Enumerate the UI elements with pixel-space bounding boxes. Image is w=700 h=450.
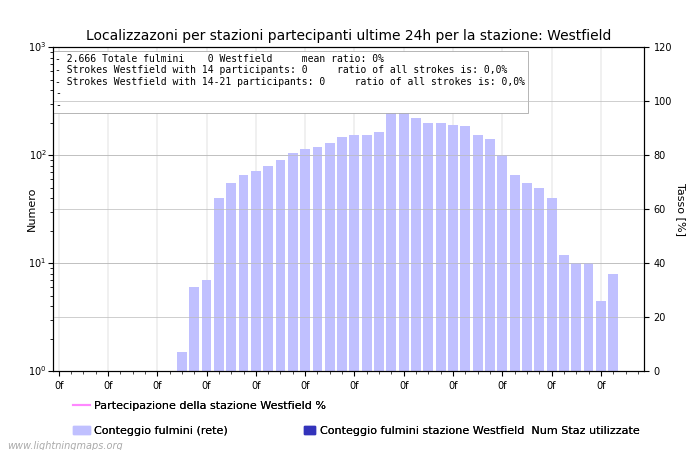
Bar — [424, 123, 433, 450]
Bar — [91, 371, 101, 450]
Bar — [362, 135, 372, 450]
Bar — [633, 371, 643, 450]
Bar — [374, 132, 384, 450]
Bar — [621, 371, 631, 450]
Bar — [239, 176, 248, 450]
Bar — [399, 104, 409, 450]
Title: Localizzazoni per stazioni partecipanti ultime 24h per la stazione: Westfield: Localizzazoni per stazioni partecipanti … — [85, 29, 611, 43]
Legend: Partecipazione della stazione Westfield %: Partecipazione della stazione Westfield … — [69, 396, 330, 415]
Bar — [214, 198, 224, 450]
Bar — [300, 148, 310, 450]
Bar — [202, 280, 211, 450]
Bar — [251, 171, 261, 450]
Bar — [596, 301, 605, 450]
Bar — [485, 140, 495, 450]
Bar — [473, 135, 482, 450]
Bar — [559, 255, 569, 450]
Bar — [461, 126, 470, 450]
Bar — [498, 155, 508, 450]
Bar — [66, 371, 76, 450]
Bar — [411, 118, 421, 450]
Bar — [263, 166, 273, 450]
Bar — [103, 371, 113, 450]
Bar — [547, 198, 556, 450]
Bar — [534, 188, 544, 450]
Bar — [608, 274, 618, 450]
Y-axis label: Numero: Numero — [27, 187, 37, 231]
Bar — [78, 371, 88, 450]
Bar — [116, 371, 125, 450]
Bar — [153, 371, 162, 450]
Bar — [288, 153, 298, 450]
Text: www.lightningmaps.org: www.lightningmaps.org — [7, 441, 122, 450]
Text: - 2.666 Totale fulmini    0 Westfield     mean ratio: 0%
- Strokes Westfield wit: - 2.666 Totale fulmini 0 Westfield mean … — [55, 54, 526, 110]
Bar — [140, 371, 150, 450]
Bar — [164, 371, 174, 450]
Bar — [325, 143, 335, 450]
Bar — [571, 263, 581, 450]
Bar — [189, 287, 199, 450]
Y-axis label: Tasso [%]: Tasso [%] — [676, 183, 686, 236]
Bar — [177, 352, 187, 450]
Bar — [584, 263, 594, 450]
Bar — [386, 102, 396, 450]
Text: $10^2$: $10^2$ — [29, 148, 47, 162]
Bar — [522, 183, 532, 450]
Bar — [226, 183, 236, 450]
Legend: Conteggio fulmini stazione Westfield  Num Staz utilizzate: Conteggio fulmini stazione Westfield Num… — [300, 421, 644, 440]
Bar — [448, 125, 458, 450]
Bar — [349, 135, 359, 450]
Text: $10^3$: $10^3$ — [28, 40, 47, 54]
Bar — [276, 160, 286, 450]
Text: $10^1$: $10^1$ — [29, 256, 47, 270]
Bar — [337, 137, 347, 450]
Bar — [312, 147, 323, 450]
Bar — [435, 123, 446, 450]
Bar — [510, 176, 519, 450]
Bar — [127, 371, 137, 450]
Text: $10^0$: $10^0$ — [28, 364, 47, 378]
Legend: Conteggio fulmini (rete): Conteggio fulmini (rete) — [69, 421, 232, 440]
Bar — [54, 371, 64, 450]
